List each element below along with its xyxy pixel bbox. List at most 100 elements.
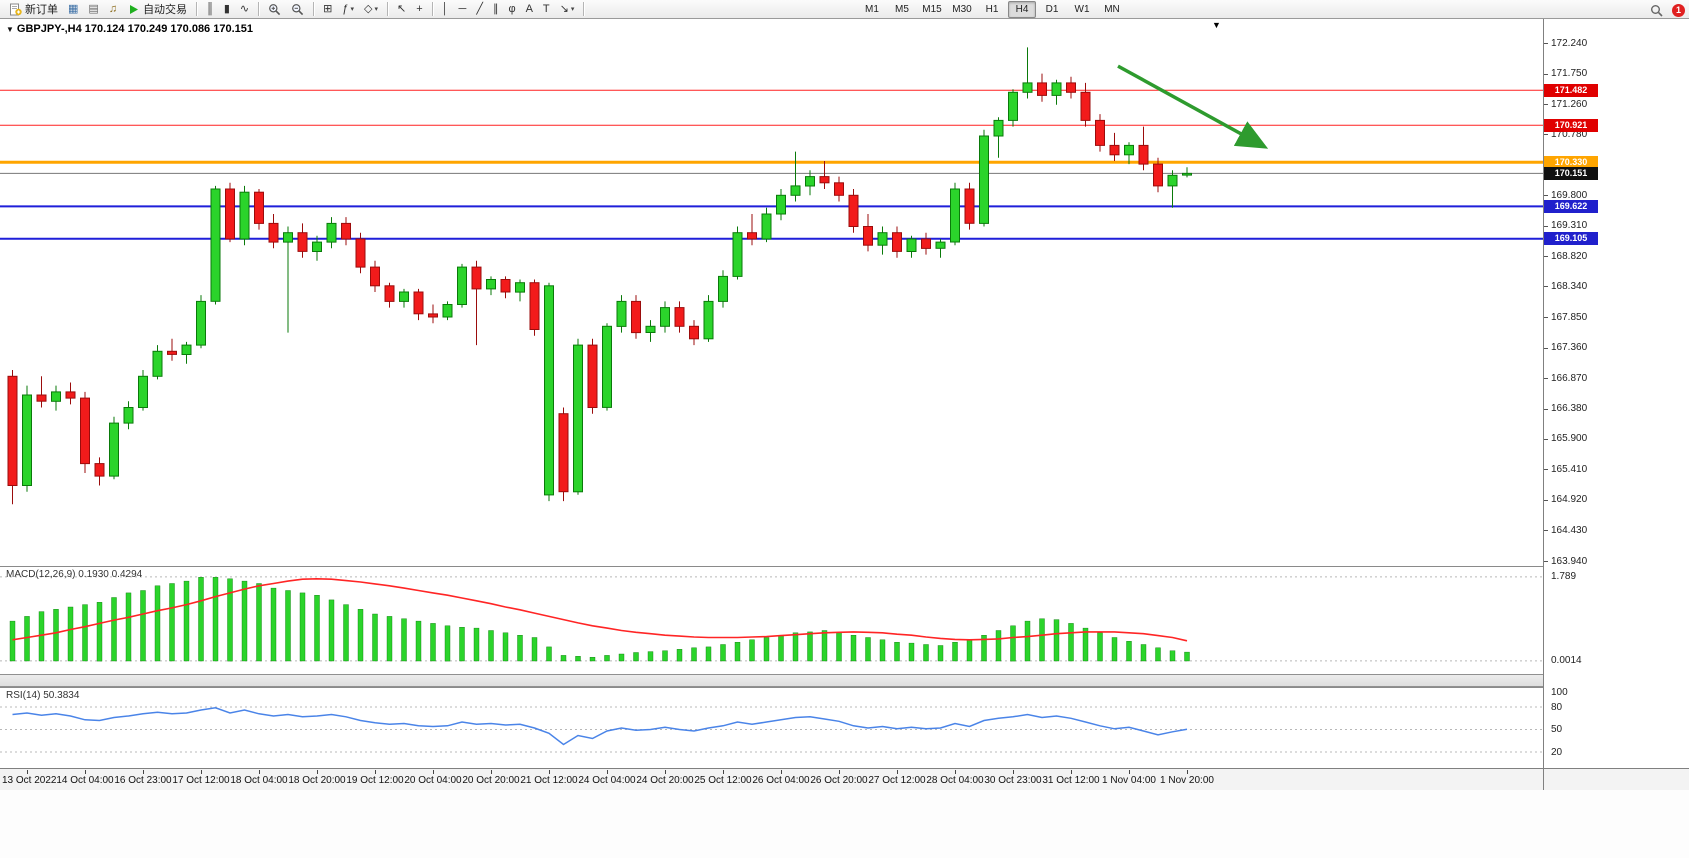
price-axis-label: 164.920	[1551, 494, 1588, 506]
channel-icon[interactable]: ∥	[489, 0, 503, 18]
candlestick-chart-icon[interactable]: ▮	[220, 0, 234, 18]
time-axis-label: 21 Oct 12:00	[520, 775, 578, 786]
price-axis-tick	[1544, 225, 1548, 227]
new-order-button-label: 新订单	[25, 4, 58, 16]
timeframe-buttons: M1 M5 M15 M30 H1 H4 D1 W1 MN	[858, 1, 1128, 18]
time-axis-tick	[723, 770, 724, 774]
price-axis-label: 172.240	[1551, 37, 1588, 49]
pane-separator[interactable]	[0, 566, 1689, 567]
vertical-line-icon[interactable]: │	[438, 0, 453, 18]
time-axis-tick	[201, 770, 202, 774]
price-axis-label: 163.940	[1551, 555, 1588, 567]
auto-trading-button[interactable]: 自动交易	[123, 0, 191, 18]
indicators-icon[interactable]: ƒ ▾	[338, 0, 358, 18]
timeframe-button-D1[interactable]: D1	[1045, 4, 1059, 15]
time-axis-label: 20 Oct 04:00	[404, 775, 462, 786]
trendline-icon[interactable]: ╱	[472, 0, 487, 18]
time-axis-label: 17 Oct 12:00	[172, 775, 230, 786]
price-axis-label: 169.800	[1551, 189, 1588, 201]
search-icon[interactable]	[1646, 1, 1667, 19]
new-order-button[interactable]: 新订单	[5, 0, 62, 18]
market-watch-icon[interactable]: ▤	[84, 0, 102, 18]
toolbar-separator	[583, 2, 585, 16]
time-axis-tick	[1129, 770, 1130, 774]
time-axis-tick	[491, 770, 492, 774]
timeframe-button-H1[interactable]: H1	[985, 4, 999, 15]
line-chart-icon[interactable]: ∿	[236, 0, 253, 18]
time-axis-tick	[1187, 770, 1188, 774]
toolbar-separator	[258, 2, 260, 16]
timeframe-button-H4[interactable]: H4	[1008, 1, 1036, 18]
price-tag: 171.482	[1544, 83, 1598, 97]
time-axis-tick	[781, 770, 782, 774]
arrow-tool-icon[interactable]: ↘ ▾	[556, 0, 579, 18]
price-tag: 170.151	[1544, 166, 1598, 180]
cursor-icon[interactable]: ↖	[393, 0, 410, 18]
time-axis-label: 16 Oct 23:00	[114, 775, 172, 786]
price-axis-tick	[1544, 43, 1548, 44]
timeframe-button-M1[interactable]: M1	[865, 4, 879, 15]
price-axis-label: 171.750	[1551, 68, 1588, 80]
chart-window-icon: ▦	[68, 3, 79, 15]
toolbar: 新订单 ▦ ▤ ♫ 自动交易 ║ ▮ ∿ ⊞ ƒ ▾ ◇ ▾ ↖ + │ ─ ╱ ∥ φ A T ↘ ▾ M1 M5 M15 M30…	[0, 0, 1689, 19]
toolbar-separator	[313, 2, 315, 16]
horizontal-line-icon[interactable]: ─	[455, 0, 471, 18]
alerts-icon[interactable]: ♫	[105, 0, 121, 18]
cursor-icon: ↖	[396, 3, 407, 15]
zoom-in-icon[interactable]	[264, 0, 285, 18]
time-axis-tick	[143, 770, 144, 774]
tile-windows-icon[interactable]: ⊞	[319, 0, 336, 18]
time-axis[interactable]: 13 Oct 2022 14 Oct 04:00 16 Oct 23:00 17 Oc…	[0, 768, 1689, 790]
axis-border	[1543, 19, 1544, 790]
collapse-triangle-icon[interactable]: ▼	[6, 25, 14, 34]
price-axis-tick	[1544, 347, 1548, 349]
dropdown-caret-icon: ▾	[350, 6, 354, 13]
timeframe-button-M5[interactable]: M5	[895, 4, 909, 15]
chart-window-icon[interactable]: ▦	[64, 0, 82, 18]
candlestick-chart-icon: ▮	[223, 3, 230, 15]
time-axis-tick	[955, 770, 956, 774]
price-axis-tick	[1544, 378, 1548, 380]
arrow-tool-icon: ↘	[559, 3, 569, 15]
toolbar-separator	[196, 2, 198, 16]
time-axis-label: 24 Oct 20:00	[636, 775, 694, 786]
price-axis-label: 164.430	[1551, 524, 1588, 536]
tile-windows-icon: ⊞	[323, 3, 333, 15]
objects-list-icon[interactable]: ◇ ▾	[360, 0, 382, 18]
timeframe-button-W1[interactable]: W1	[1074, 4, 1090, 15]
price-axis-tick	[1544, 438, 1548, 440]
timeframe-button-M30[interactable]: M30	[952, 4, 972, 15]
timeframe-button-M15[interactable]: M15	[922, 4, 942, 15]
price-tag: 169.105	[1544, 232, 1598, 246]
crosshair-icon[interactable]: +	[412, 0, 426, 18]
macd-indicator-chart[interactable]	[0, 567, 1543, 674]
toolbar-separator	[386, 2, 388, 16]
fibonacci-icon[interactable]: φ	[504, 0, 519, 18]
chart-shift-marker-icon[interactable]: ▼	[1212, 20, 1221, 30]
price-axis-label: 171.260	[1551, 98, 1588, 110]
time-axis-label: 13 Oct 2022	[2, 775, 57, 786]
time-axis-label: 18 Oct 04:00	[230, 775, 288, 786]
price-tag: 170.330	[1544, 155, 1598, 169]
price-chart[interactable]	[0, 19, 1543, 566]
label-icon: T	[542, 3, 550, 15]
label-icon[interactable]: T	[539, 0, 554, 18]
pane-resize-band[interactable]	[0, 674, 1689, 687]
pane-separator[interactable]	[0, 687, 1689, 688]
auto-trading-button-label: 自动交易	[143, 4, 188, 16]
price-axis-tick	[1544, 561, 1548, 562]
timeframe-button-MN[interactable]: MN	[1104, 4, 1120, 15]
price-axis[interactable]: 172.240 171.750 171.260 170.780 169.800 169.3…	[1544, 19, 1689, 768]
alerts-icon: ♫	[108, 3, 118, 15]
text-icon[interactable]: A	[522, 0, 537, 18]
time-axis-tick	[607, 770, 608, 774]
rsi-axis-label: 100	[1551, 686, 1568, 698]
rsi-indicator-chart[interactable]	[0, 688, 1543, 768]
price-axis-label: 168.340	[1551, 280, 1588, 292]
bar-chart-icon[interactable]: ║	[202, 0, 218, 18]
zoom-out-icon[interactable]	[287, 0, 308, 18]
notification-badge[interactable]: 1	[1672, 3, 1685, 17]
time-axis-label: 26 Oct 20:00	[810, 775, 868, 786]
objects-list-icon: ◇	[364, 3, 373, 15]
price-tag: 170.921	[1544, 118, 1598, 132]
